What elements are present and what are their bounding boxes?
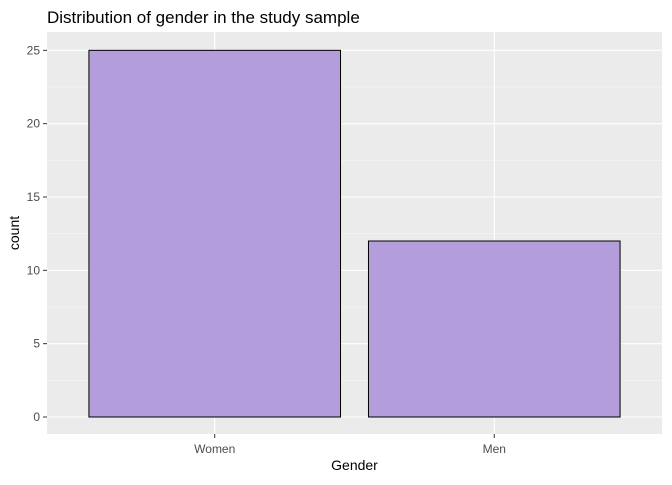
bar-women (88, 49, 342, 418)
x-axis-ticks: Women Men (194, 434, 506, 456)
x-axis-title: Gender (331, 457, 378, 473)
y-axis-title: count (6, 216, 22, 250)
x-tick-label: Women (194, 442, 235, 456)
y-tick-label: 15 (27, 190, 41, 204)
bars (88, 49, 621, 418)
chart-title: Distribution of gender in the study samp… (47, 8, 360, 27)
y-tick-label: 20 (27, 117, 41, 131)
y-tick-label: 0 (33, 410, 40, 424)
y-tick-label: 5 (33, 337, 40, 351)
bar-men (367, 240, 621, 418)
x-tick-label: Men (483, 442, 506, 456)
y-axis-ticks: 0 5 10 15 20 25 (27, 43, 47, 424)
y-tick-label: 25 (27, 43, 41, 57)
y-tick-label: 10 (27, 263, 41, 277)
